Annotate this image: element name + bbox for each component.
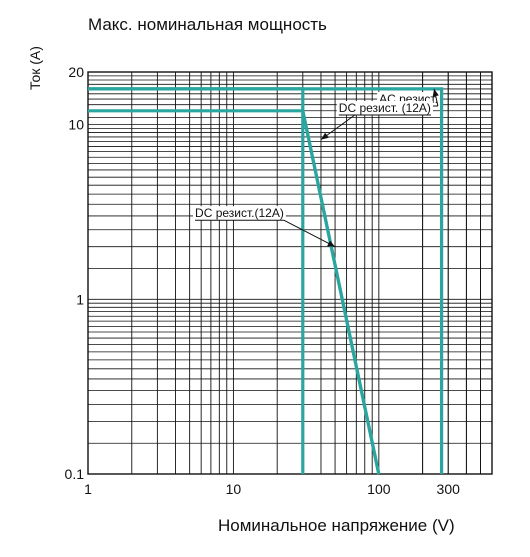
x-axis-label: Номинальное напряжение (V) bbox=[218, 516, 455, 535]
y-axis-label: Ток (A) bbox=[27, 46, 43, 90]
x-tick-label: 100 bbox=[367, 481, 391, 497]
annotation-label: DC резист.(12A) bbox=[195, 206, 284, 220]
x-tick-label: 10 bbox=[226, 481, 242, 497]
series-layer bbox=[88, 87, 444, 475]
annotation-arrowhead bbox=[432, 88, 439, 97]
y-tick-label: 20 bbox=[68, 64, 84, 80]
x-tick-label: 1 bbox=[84, 481, 92, 497]
annotation-arrow-line bbox=[283, 219, 336, 248]
annotation-background bbox=[193, 206, 286, 221]
plot-frame bbox=[87, 71, 493, 475]
x-tick-label: 300 bbox=[437, 481, 461, 497]
y-tick-label: 1 bbox=[76, 291, 84, 307]
y-tick-label: 0.1 bbox=[65, 466, 85, 482]
series-line bbox=[301, 110, 381, 475]
annotation-layer: AC резист.DC резист. (12A)DC резист.(12A… bbox=[193, 88, 440, 248]
y-tick-label: 10 bbox=[68, 117, 84, 133]
annotation-arrowhead bbox=[327, 240, 336, 247]
annotation-background bbox=[336, 101, 433, 116]
annotation-label: DC резист. (12A) bbox=[339, 101, 431, 115]
grid bbox=[87, 71, 493, 475]
series-line bbox=[88, 87, 444, 474]
annotation-arrowhead bbox=[321, 132, 329, 140]
chart-title: Макс. номинальная мощность bbox=[88, 15, 327, 34]
